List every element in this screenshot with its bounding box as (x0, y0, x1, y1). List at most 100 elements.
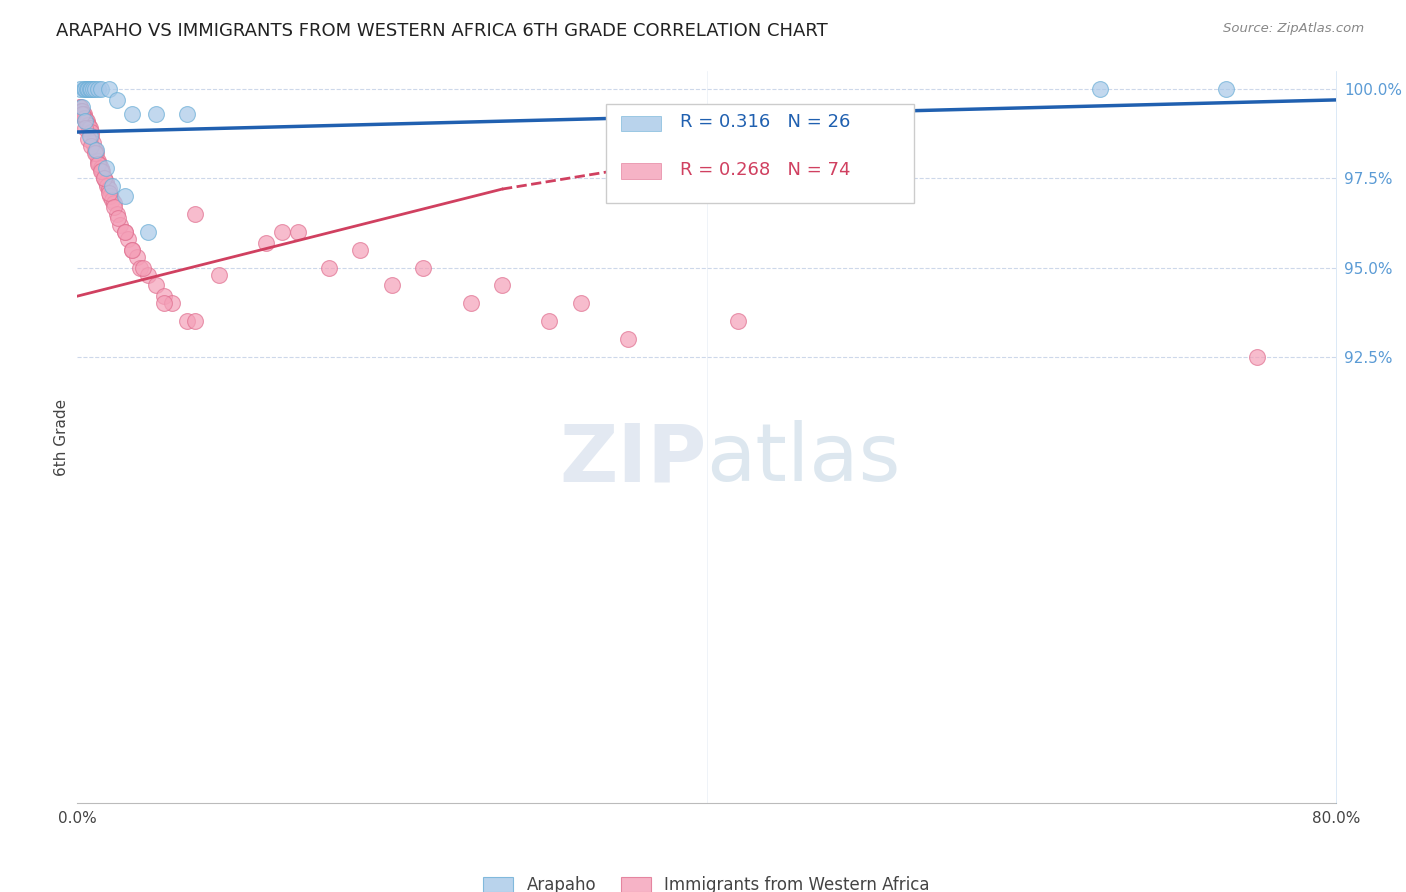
Point (75, 82, 97, 96)
Point (83, 146, 105, 161)
Point (176, 314, 198, 328)
Point (121, 107, 143, 121)
Point (72, 82, 94, 96)
FancyBboxPatch shape (621, 163, 661, 179)
Point (84, 146, 107, 161)
Point (87, 153, 110, 168)
Point (79, 82, 101, 96)
Point (97, 82, 120, 96)
Text: atlas: atlas (707, 420, 901, 498)
Point (72, 107, 94, 121)
Point (70, 100, 93, 114)
Legend: Arapaho, Immigrants from Western Africa: Arapaho, Immigrants from Western Africa (477, 869, 936, 892)
Point (727, 314, 749, 328)
Point (82, 82, 104, 96)
Point (87, 157, 110, 171)
Y-axis label: 6th Grade: 6th Grade (53, 399, 69, 475)
Point (76, 118, 98, 132)
Point (103, 196, 125, 211)
Point (96, 178, 118, 193)
Point (349, 243, 371, 257)
Point (72, 107, 94, 121)
Point (94, 175, 117, 189)
Point (90, 82, 112, 96)
Point (114, 189, 136, 203)
Point (73, 111, 96, 125)
Point (98, 189, 121, 203)
Point (84, 143, 107, 157)
Point (569, 296, 592, 310)
Point (79, 121, 101, 136)
Point (94, 161, 117, 175)
Point (83, 82, 105, 96)
Point (76, 114, 98, 128)
Point (83, 143, 105, 157)
Point (75, 114, 97, 128)
Point (101, 193, 124, 207)
Point (617, 332, 640, 346)
Text: R = 0.268   N = 74: R = 0.268 N = 74 (681, 161, 851, 178)
Text: Source: ZipAtlas.com: Source: ZipAtlas.com (1223, 22, 1364, 36)
Point (79, 128, 101, 143)
Point (75, 114, 97, 128)
Point (101, 178, 124, 193)
Point (114, 225, 136, 239)
Point (184, 314, 207, 328)
Point (153, 296, 176, 310)
Point (93, 171, 115, 186)
Point (121, 243, 143, 257)
Point (75, 121, 97, 136)
Point (77, 118, 100, 132)
Point (69, 82, 91, 96)
Point (82, 136, 104, 150)
Point (121, 243, 143, 257)
Point (93, 171, 115, 186)
Text: ARAPAHO VS IMMIGRANTS FROM WESTERN AFRICA 6TH GRADE CORRELATION CHART: ARAPAHO VS IMMIGRANTS FROM WESTERN AFRIC… (56, 22, 828, 40)
Point (491, 278, 513, 293)
Point (1088, 82, 1111, 96)
Point (105, 207, 128, 221)
Point (91, 164, 114, 178)
Point (105, 93, 128, 107)
Point (129, 260, 152, 275)
Point (117, 232, 139, 246)
Point (80, 128, 103, 143)
Point (145, 278, 167, 293)
Point (538, 314, 561, 328)
Point (76, 82, 98, 96)
Point (70, 107, 93, 121)
Point (136, 268, 159, 282)
Point (1246, 350, 1268, 364)
Point (90, 164, 112, 178)
Point (69, 100, 91, 114)
Point (460, 296, 482, 310)
Point (412, 260, 434, 275)
Point (77, 132, 100, 146)
Point (270, 225, 292, 239)
Point (1215, 82, 1237, 96)
Point (103, 200, 125, 214)
Point (97, 182, 120, 196)
Point (90, 161, 112, 175)
Point (70, 103, 93, 118)
Point (127, 250, 149, 264)
Point (176, 107, 198, 121)
Point (77, 82, 100, 96)
Point (145, 107, 167, 121)
Point (132, 260, 155, 275)
Point (87, 82, 110, 96)
Point (108, 218, 131, 232)
Point (75, 111, 97, 125)
Point (70, 103, 93, 118)
FancyBboxPatch shape (621, 116, 661, 131)
Text: R = 0.316   N = 26: R = 0.316 N = 26 (681, 113, 851, 131)
Point (254, 235, 277, 250)
Point (184, 207, 207, 221)
Text: ZIP: ZIP (560, 420, 707, 498)
Point (89, 157, 111, 171)
Point (287, 225, 309, 239)
Point (381, 278, 404, 293)
Point (318, 260, 340, 275)
Point (80, 139, 103, 153)
Point (97, 186, 120, 200)
